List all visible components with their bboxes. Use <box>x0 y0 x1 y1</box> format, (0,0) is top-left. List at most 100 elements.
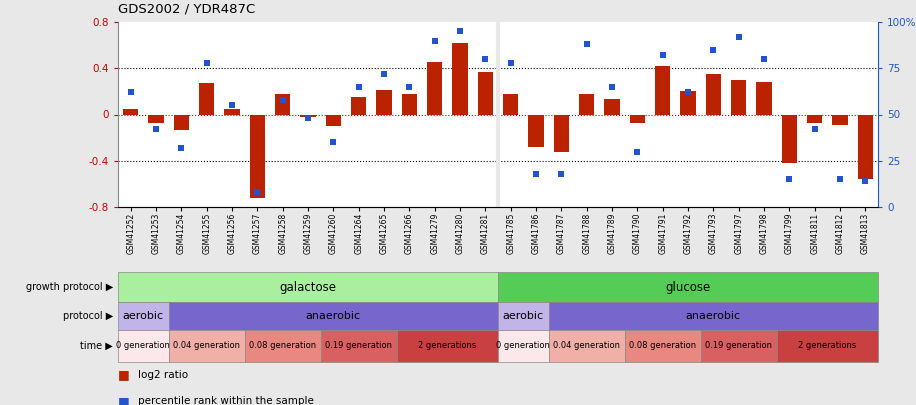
Text: galactose: galactose <box>279 281 336 294</box>
Point <box>655 52 670 59</box>
Text: ■: ■ <box>118 395 130 405</box>
Bar <box>503 94 518 115</box>
Bar <box>118 330 169 362</box>
Point <box>174 145 189 151</box>
Point <box>326 139 341 145</box>
Point <box>579 41 594 47</box>
Bar <box>731 80 747 115</box>
Point <box>276 96 290 103</box>
Point <box>681 89 695 96</box>
Point <box>782 176 797 183</box>
Bar <box>118 272 498 302</box>
Bar <box>807 115 823 123</box>
Bar <box>498 272 878 302</box>
Point <box>453 28 467 34</box>
Bar <box>549 330 625 362</box>
Text: 0.19 generation: 0.19 generation <box>325 341 392 350</box>
Bar <box>245 330 321 362</box>
Text: aerobic: aerobic <box>503 311 544 321</box>
Text: protocol ▶: protocol ▶ <box>63 311 113 321</box>
Bar <box>757 82 771 115</box>
Point <box>605 83 619 90</box>
Bar <box>681 92 695 115</box>
Text: ■: ■ <box>118 369 130 382</box>
Text: growth protocol ▶: growth protocol ▶ <box>26 282 113 292</box>
Bar <box>148 115 164 123</box>
Bar <box>376 90 392 115</box>
Text: 0.04 generation: 0.04 generation <box>553 341 620 350</box>
Text: 0.19 generation: 0.19 generation <box>705 341 772 350</box>
Text: percentile rank within the sample: percentile rank within the sample <box>138 396 314 405</box>
Bar <box>118 302 169 330</box>
Point <box>300 115 315 122</box>
Text: anaerobic: anaerobic <box>306 311 361 321</box>
Point <box>731 34 746 40</box>
Point <box>807 126 822 132</box>
Bar <box>453 43 467 115</box>
Bar <box>169 330 245 362</box>
Point <box>148 126 163 132</box>
Point <box>224 102 239 109</box>
Bar <box>655 66 671 115</box>
Bar <box>554 115 569 151</box>
Point <box>124 89 138 96</box>
Bar <box>224 109 240 115</box>
Bar <box>300 115 316 117</box>
Text: time ▶: time ▶ <box>81 341 113 351</box>
Point <box>630 148 645 155</box>
Point <box>554 171 569 177</box>
Bar <box>427 62 442 115</box>
Text: glucose: glucose <box>665 281 711 294</box>
Point <box>352 83 366 90</box>
Bar <box>701 330 777 362</box>
Bar <box>397 330 498 362</box>
Bar <box>199 83 214 115</box>
Bar <box>579 94 594 115</box>
Text: 0.08 generation: 0.08 generation <box>249 341 316 350</box>
Bar <box>625 330 701 362</box>
Text: 0.04 generation: 0.04 generation <box>173 341 240 350</box>
Point <box>529 171 543 177</box>
Bar <box>777 330 878 362</box>
Bar <box>705 74 721 115</box>
Bar <box>250 115 265 198</box>
Point <box>858 178 873 184</box>
Text: anaerobic: anaerobic <box>686 311 741 321</box>
Point <box>833 176 847 183</box>
Bar <box>498 302 549 330</box>
Point <box>250 189 265 196</box>
Bar <box>351 97 366 115</box>
Text: 2 generations: 2 generations <box>798 341 856 350</box>
Point <box>428 37 442 44</box>
Point <box>376 70 391 77</box>
Text: 2 generations: 2 generations <box>419 341 476 350</box>
Bar <box>275 94 290 115</box>
Point <box>503 60 518 66</box>
Point <box>478 56 493 62</box>
Text: log2 ratio: log2 ratio <box>138 370 189 380</box>
Bar <box>123 109 138 115</box>
Bar <box>478 72 493 115</box>
Bar <box>857 115 873 179</box>
Point <box>402 83 417 90</box>
Bar <box>321 330 397 362</box>
Bar <box>169 302 498 330</box>
Text: 0.08 generation: 0.08 generation <box>629 341 696 350</box>
Point <box>200 60 214 66</box>
Point <box>706 47 721 53</box>
Text: 0 generation: 0 generation <box>116 341 170 350</box>
Bar <box>402 94 417 115</box>
Point <box>757 56 771 62</box>
Bar <box>833 115 847 125</box>
Bar <box>529 115 543 147</box>
Bar <box>629 115 645 123</box>
Text: aerobic: aerobic <box>123 311 164 321</box>
Bar <box>498 330 549 362</box>
Bar <box>781 115 797 163</box>
Bar <box>549 302 878 330</box>
Bar <box>326 115 341 126</box>
Text: 0 generation: 0 generation <box>496 341 551 350</box>
Bar <box>605 100 619 115</box>
Bar <box>174 115 189 130</box>
Text: GDS2002 / YDR487C: GDS2002 / YDR487C <box>118 2 256 15</box>
